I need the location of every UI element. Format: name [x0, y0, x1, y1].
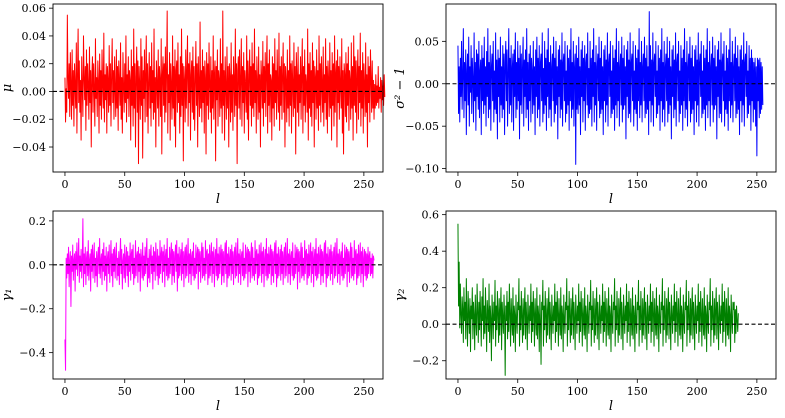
- x-tick-label: 50: [118, 178, 132, 191]
- x-tick-label: 0: [61, 385, 68, 398]
- y-tick-label: 0.0: [422, 318, 440, 331]
- x-tick-label: 50: [118, 385, 132, 398]
- axes-frame: [445, 210, 777, 380]
- y-axis-label: μ: [0, 84, 15, 92]
- x-tick-label: 150: [627, 385, 648, 398]
- y-tick-label: 0.0: [29, 259, 47, 272]
- x-tick-label: 100: [174, 178, 195, 191]
- x-tick-label: 100: [567, 385, 588, 398]
- axes-frame: [52, 3, 384, 173]
- x-tick-label: 250: [353, 385, 374, 398]
- y-tick-label: −0.04: [12, 141, 46, 154]
- y-tick-label: 0.2: [29, 215, 47, 228]
- x-tick-label: 0: [454, 178, 461, 191]
- subplot-mu: 0 50 100 150 200 250 −0.04 −0.02 0.00 0.02 0.04 0.0…: [0, 2, 386, 207]
- x-tick-label: 200: [687, 178, 708, 191]
- y-tick-label: −0.02: [12, 113, 46, 126]
- x-tick-label: 250: [746, 385, 767, 398]
- x-axis-label: l: [216, 192, 220, 207]
- y-tick-label: −0.10: [405, 163, 439, 176]
- y-axis-label: σ² − 1: [393, 67, 408, 109]
- subplot-sigma-squared-minus-one: 0 50 100 150 200 250 −0.10 −0.05 0.00 0.05 l σ² − 1: [393, 3, 777, 207]
- subplot-gamma-2: 0 50 100 150 200 250 −0.2 0.0 0.2 0.4 0.6 l γ₂: [393, 209, 777, 414]
- x-tick-label: 150: [627, 178, 648, 191]
- x-tick-label: 200: [294, 385, 315, 398]
- x-tick-label: 50: [511, 178, 525, 191]
- y-tick-label: 0.00: [22, 85, 47, 98]
- x-tick-label: 100: [174, 385, 195, 398]
- x-axis-label: l: [609, 399, 613, 414]
- axes-frame: [445, 3, 777, 173]
- y-tick-label: 0.02: [22, 58, 47, 71]
- subplot-gamma-1: 0 50 100 150 200 250 −0.4 −0.2 0.0 0.2 l γ₁: [0, 210, 384, 414]
- y-tick-label: 0.04: [22, 30, 47, 43]
- x-axis-label: l: [609, 192, 613, 207]
- x-tick-label: 150: [234, 385, 255, 398]
- x-axis-label: l: [216, 399, 220, 414]
- axes-frame: [52, 210, 384, 380]
- x-tick-label: 50: [511, 385, 525, 398]
- y-tick-label: 0.00: [415, 78, 440, 91]
- series-line-0: [64, 218, 375, 371]
- x-tick-label: 200: [294, 178, 315, 191]
- y-axis-label: γ₁: [0, 289, 15, 302]
- y-tick-label: −0.4: [19, 347, 46, 360]
- x-tick-label: 250: [353, 178, 374, 191]
- series-line-0: [457, 11, 764, 165]
- y-tick-label: −0.2: [19, 303, 46, 316]
- series-line-0: [457, 223, 739, 376]
- x-tick-label: 250: [746, 178, 767, 191]
- y-axis-label: γ₂: [393, 289, 408, 302]
- x-tick-label: 200: [687, 385, 708, 398]
- y-tick-label: −0.05: [405, 120, 439, 133]
- y-tick-label: 0.4: [422, 245, 440, 258]
- x-tick-label: 100: [567, 178, 588, 191]
- x-tick-label: 150: [234, 178, 255, 191]
- x-tick-label: 0: [61, 178, 68, 191]
- y-tick-label: 0.6: [422, 209, 440, 222]
- series-line-0: [64, 10, 386, 165]
- y-tick-label: 0.05: [415, 35, 440, 48]
- y-tick-label: −0.2: [412, 355, 439, 368]
- x-tick-label: 0: [454, 385, 461, 398]
- y-tick-label: 0.06: [22, 2, 47, 15]
- y-tick-label: 0.2: [422, 282, 440, 295]
